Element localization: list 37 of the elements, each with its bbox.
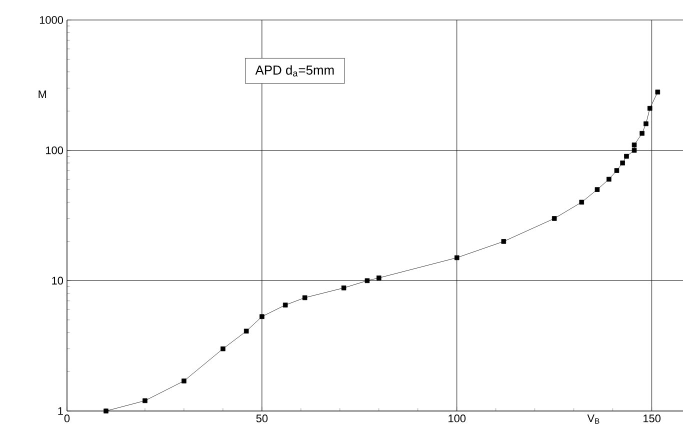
point	[644, 121, 648, 126]
point	[302, 295, 308, 300]
point	[501, 239, 506, 244]
point	[244, 328, 249, 334]
point	[220, 346, 226, 352]
point	[579, 200, 584, 205]
x-tick-label: 100	[448, 414, 466, 422]
y-tick-label: 10	[52, 276, 64, 285]
point	[647, 106, 652, 111]
point	[260, 314, 264, 319]
point	[182, 378, 186, 384]
point	[104, 408, 108, 414]
point	[376, 276, 382, 280]
point	[454, 255, 460, 260]
point	[655, 90, 660, 94]
y-tick-label: 100	[46, 146, 64, 154]
point	[142, 398, 148, 404]
x-axis-title: V$_{B}$	[587, 414, 600, 424]
x-tick-label: 0	[64, 414, 70, 422]
point	[341, 286, 346, 290]
point	[282, 302, 288, 308]
x-tick-label: 150	[644, 414, 661, 422]
y-tick-label: 1000	[40, 16, 64, 24]
point	[632, 142, 637, 148]
point	[614, 168, 620, 173]
annotation: APD d$_{a}$=5mm	[255, 65, 334, 76]
point	[620, 160, 625, 166]
x-tick-label: 50	[256, 414, 268, 422]
y-axis-title: M	[38, 90, 46, 98]
point	[606, 176, 612, 182]
point	[632, 148, 637, 153]
point	[640, 130, 644, 136]
y-tick-label: 1	[58, 407, 63, 415]
point	[364, 278, 370, 284]
point	[624, 154, 629, 159]
point	[594, 187, 600, 192]
point	[552, 216, 557, 221]
